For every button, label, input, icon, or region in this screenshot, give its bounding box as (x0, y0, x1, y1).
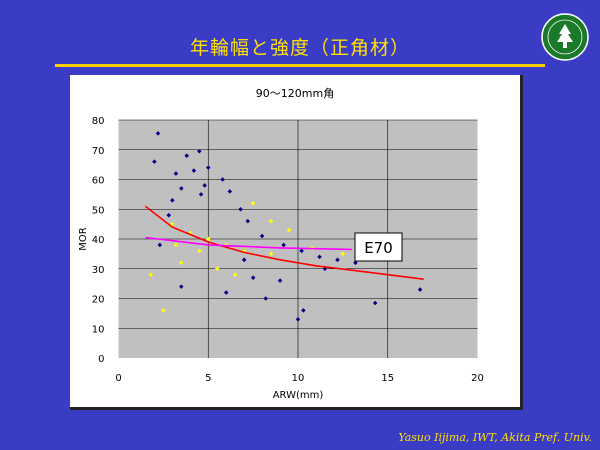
y-tick-label: 60 (92, 176, 105, 187)
data-point (268, 218, 274, 224)
data-point (179, 260, 184, 266)
data-point (301, 308, 306, 313)
title-underline (55, 64, 545, 67)
y-tick-label: 70 (92, 146, 105, 157)
data-point (202, 183, 207, 188)
data-point (417, 287, 423, 292)
data-point (295, 317, 301, 322)
data-point (335, 257, 340, 263)
data-point (198, 192, 204, 197)
x-axis-label: ARW(mm) (273, 390, 324, 401)
x-tick-label: 20 (471, 373, 484, 384)
x-tick-label: 10 (292, 373, 305, 384)
data-point (232, 272, 238, 277)
data-point (263, 296, 268, 301)
y-tick-label: 20 (92, 295, 105, 306)
y-tick-label: 40 (92, 235, 105, 246)
y-tick-label: 50 (92, 205, 105, 216)
y-axis-label: MOR (78, 227, 89, 250)
data-point (259, 233, 265, 239)
data-point (152, 159, 157, 164)
chart-title: 90～120mm角 (256, 87, 334, 100)
y-tick-label: 80 (92, 116, 105, 127)
annotation-label: E70 (364, 239, 393, 257)
footer-credit: Yasuo Iijima, IWT, Akita Pref. Univ. (398, 431, 592, 444)
data-point (372, 300, 378, 306)
university-seal-icon (541, 13, 589, 61)
annotation-box (354, 232, 403, 262)
y-tick-label: 10 (92, 324, 105, 335)
y-tick-label: 30 (92, 265, 105, 276)
chart-panel: 90～120mm角 0 10 20 30 40 50 60 70 80 0 5 10 15 20 E70 … (70, 75, 523, 410)
data-point (214, 266, 220, 272)
trend-line (145, 236, 352, 251)
x-tick-label: 5 (205, 373, 211, 384)
data-point (220, 177, 225, 182)
trend-line (144, 205, 424, 280)
x-tick-label: 15 (381, 373, 394, 384)
x-tick-label: 0 (115, 373, 121, 384)
slide-title: 年輪幅と強度（正角材） (189, 37, 410, 59)
data-point (223, 290, 229, 295)
y-tick-label: 0 (98, 354, 104, 365)
